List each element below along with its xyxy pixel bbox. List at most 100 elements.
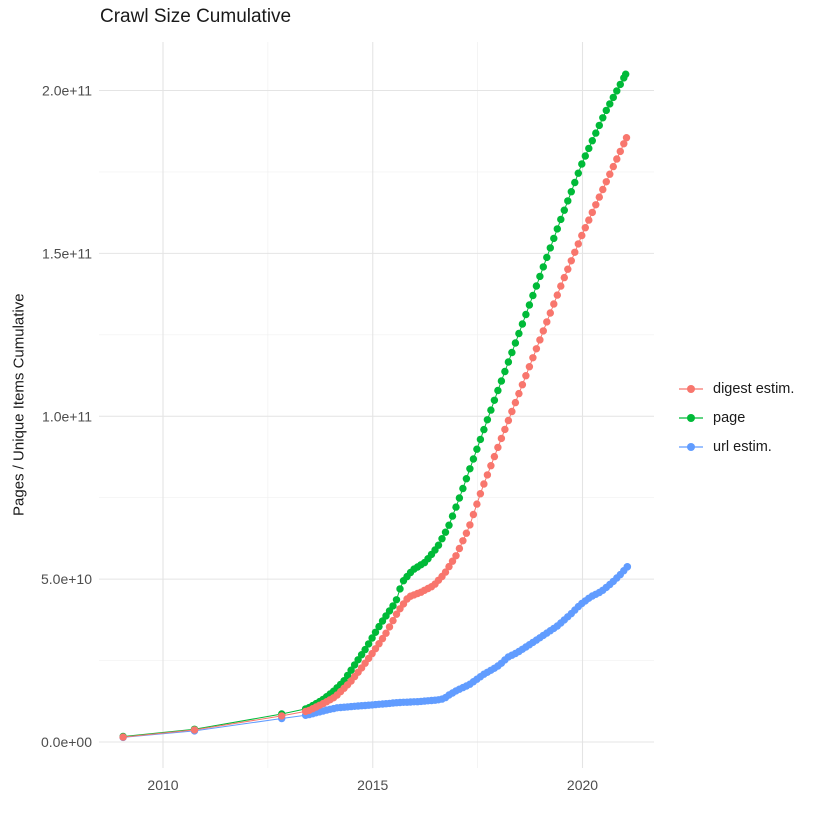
data-point — [539, 263, 547, 271]
data-point — [364, 640, 373, 648]
data-point — [602, 106, 610, 115]
data-point — [529, 291, 537, 300]
data-point — [557, 282, 565, 290]
axis-tick-labels: 0.0e+00 5.0e+10 1.0e+11 1.5e+11 2.0e+11 2010 2… — [41, 83, 598, 794]
data-point — [469, 510, 478, 519]
data-point — [504, 358, 513, 366]
data-point — [609, 93, 617, 102]
data-point — [473, 500, 481, 508]
data-point — [375, 622, 383, 631]
data-point — [616, 147, 624, 156]
data-point — [343, 671, 352, 680]
y-tick-label: 5.0e+10 — [41, 571, 92, 587]
data-point — [438, 535, 446, 543]
data-point — [452, 552, 460, 560]
y-tick-label: 1.5e+11 — [42, 245, 92, 261]
data-point — [560, 206, 568, 214]
data-series — [119, 70, 632, 742]
data-point — [385, 623, 394, 631]
data-point — [452, 503, 460, 511]
legend-entry: page — [678, 403, 794, 432]
series-url-estim- — [119, 563, 632, 742]
data-point — [529, 354, 537, 362]
data-point — [190, 726, 199, 734]
data-point — [518, 320, 527, 328]
legend-dot — [687, 442, 695, 451]
data-point — [546, 309, 554, 317]
data-point — [592, 201, 600, 209]
data-point — [511, 339, 520, 347]
data-point — [574, 169, 582, 177]
data-point — [622, 70, 630, 78]
data-point — [441, 568, 450, 576]
data-point — [504, 416, 513, 425]
data-point — [613, 87, 621, 95]
data-point — [595, 193, 603, 201]
data-point — [501, 425, 509, 434]
data-point — [609, 162, 617, 171]
y-tick-label: 1.0e+11 — [42, 408, 92, 424]
data-point — [483, 471, 492, 479]
data-point — [389, 616, 397, 625]
legend-key-icon — [679, 384, 703, 393]
series-page — [119, 70, 630, 741]
data-point — [378, 634, 387, 643]
data-point — [518, 381, 527, 389]
legend-key-icon — [679, 413, 703, 422]
data-point — [585, 216, 593, 224]
data-point — [599, 114, 607, 122]
data-point — [368, 634, 376, 642]
data-point — [588, 137, 596, 145]
legend-entry: digest estim. — [678, 374, 794, 403]
data-point — [476, 490, 485, 498]
data-point — [490, 396, 499, 404]
data-point — [578, 160, 586, 168]
legend-dot — [687, 384, 695, 393]
legend: digest estim. page url estim. — [678, 374, 794, 461]
data-point — [592, 129, 600, 137]
legend-entry: url estim. — [678, 432, 794, 461]
data-point — [550, 234, 558, 243]
data-point — [546, 244, 554, 252]
data-point — [480, 480, 488, 488]
data-point — [560, 273, 568, 282]
data-point — [508, 348, 516, 357]
data-point — [392, 596, 401, 604]
x-tick-label: 2020 — [567, 777, 598, 793]
data-point — [466, 465, 474, 473]
data-point — [445, 562, 453, 571]
legend-label: digest estim. — [713, 380, 795, 397]
data-point — [550, 300, 558, 308]
data-point — [532, 345, 541, 353]
data-point — [441, 528, 450, 536]
data-point — [382, 629, 390, 637]
data-point — [278, 712, 286, 720]
legend-label: page — [713, 409, 746, 426]
data-point — [553, 291, 561, 299]
data-point — [578, 231, 586, 240]
data-point — [448, 557, 457, 565]
data-point — [622, 134, 631, 142]
data-point — [455, 544, 464, 553]
data-point — [536, 272, 544, 281]
data-point — [508, 407, 516, 416]
data-point — [567, 257, 575, 265]
data-point — [585, 144, 593, 153]
data-point — [483, 416, 492, 424]
data-point — [469, 455, 478, 463]
major-gridlines — [99, 42, 654, 768]
x-tick-label: 2015 — [357, 777, 388, 793]
data-point — [539, 327, 547, 335]
data-point — [389, 602, 397, 610]
data-point — [371, 628, 380, 636]
data-point — [588, 208, 596, 217]
data-point — [595, 121, 603, 130]
y-tick-label: 2.0e+11 — [42, 83, 92, 99]
data-point — [525, 363, 534, 371]
data-point — [448, 512, 457, 520]
data-point — [462, 475, 471, 483]
data-point — [543, 253, 551, 262]
data-point — [564, 197, 572, 205]
data-point — [434, 541, 443, 549]
